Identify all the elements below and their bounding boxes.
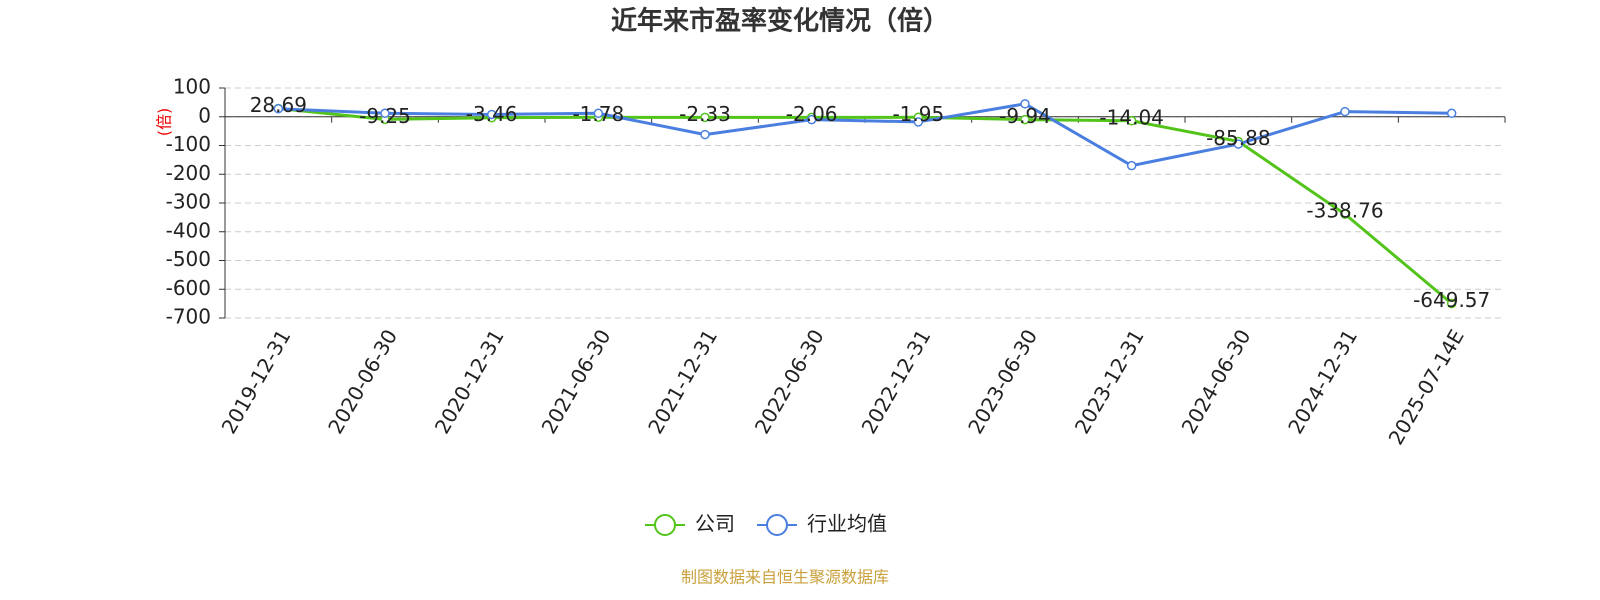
x-tick-label: 2022-06-30 xyxy=(750,325,829,438)
point xyxy=(1446,108,1457,119)
y-tick-label: -500 xyxy=(166,247,211,271)
x-tick-label: 2021-12-31 xyxy=(643,325,722,438)
data-label: -9.25 xyxy=(359,104,411,128)
point xyxy=(806,114,817,125)
point xyxy=(1126,160,1137,171)
point xyxy=(380,108,390,119)
point xyxy=(700,112,710,123)
legend-label: 行业均值 xyxy=(807,512,887,536)
y-tick-label: 100 xyxy=(173,75,211,99)
y-tick-label: 0 xyxy=(198,103,211,127)
chart-title: 近年来市盈率变化情况（倍） xyxy=(611,6,949,37)
data-label: -1.95 xyxy=(892,102,944,126)
legend-marker xyxy=(766,514,788,536)
x-tick-label: 2019-12-31 xyxy=(217,325,296,438)
x-tick-label: 2020-06-30 xyxy=(323,325,402,438)
y-tick-label: -300 xyxy=(166,190,211,214)
data-label: -649.57 xyxy=(1413,288,1490,312)
point xyxy=(593,108,604,119)
point xyxy=(486,109,497,120)
data-label: -2.06 xyxy=(786,102,838,126)
x-tick-label: 2023-06-30 xyxy=(963,325,1042,438)
data-label: -3.46 xyxy=(466,102,518,126)
point xyxy=(273,103,284,114)
data-label: -2.33 xyxy=(679,102,731,126)
point xyxy=(1126,116,1137,126)
series-line xyxy=(278,107,1453,305)
point xyxy=(700,129,710,140)
y-tick-label: -600 xyxy=(166,276,211,300)
x-tick-label: 2020-12-31 xyxy=(430,325,509,438)
x-tick-label: 2023-12-31 xyxy=(1070,325,1149,438)
y-tick-label: -200 xyxy=(166,161,211,185)
legend-marker xyxy=(654,514,676,536)
data-label: -1.78 xyxy=(572,102,624,126)
y-tick-label: -100 xyxy=(166,132,211,156)
legend: 公司 行业均值 xyxy=(645,512,887,536)
source-note: 制图数据来自恒生聚源数据库 xyxy=(681,568,889,587)
x-tick-label: 2025-07-14E xyxy=(1384,325,1469,449)
x-tick-label: 2024-12-31 xyxy=(1283,325,1362,438)
x-tick-label: 2021-06-30 xyxy=(537,325,616,438)
series-line xyxy=(278,102,1452,168)
data-label: 28.69 xyxy=(250,93,307,117)
point xyxy=(1340,209,1350,219)
x-tick-label: 2022-12-31 xyxy=(857,325,936,438)
data-label: -9.94 xyxy=(999,104,1051,128)
data-label: -338.76 xyxy=(1306,199,1383,223)
y-tick-label: -700 xyxy=(166,305,211,329)
data-label: -85.88 xyxy=(1206,126,1270,150)
point xyxy=(913,117,924,127)
legend-label: 公司 xyxy=(695,512,735,536)
point xyxy=(1020,99,1030,109)
x-tick-label: 2024-06-30 xyxy=(1177,325,1256,438)
point xyxy=(1233,139,1244,149)
point xyxy=(1340,106,1350,117)
point xyxy=(1446,298,1457,309)
y-axis-label: (倍) xyxy=(155,108,174,137)
y-tick-label: -400 xyxy=(166,218,211,242)
data-label: -14.04 xyxy=(1099,105,1163,129)
point xyxy=(1020,114,1030,125)
